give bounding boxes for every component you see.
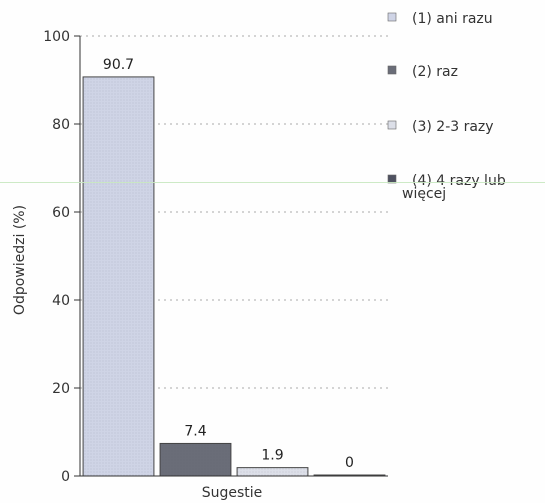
scan-artifact-line — [0, 182, 545, 183]
x-axis-title: Sugestie — [202, 485, 263, 501]
y-tick-label-40: 40 — [52, 293, 70, 309]
legend-swatch-3 — [387, 120, 397, 130]
legend-swatch-2 — [387, 65, 397, 75]
data-label-4: 0 — [345, 455, 354, 471]
legend: (1) ani razu (2) raz (3) 2-3 razy (4) 4 raz… — [387, 11, 506, 202]
data-label-1: 90.7 — [103, 57, 134, 73]
bars — [82, 76, 386, 477]
y-tick-label-80: 80 — [52, 117, 70, 133]
legend-label-2: (2) raz — [412, 64, 458, 80]
legend-label-3: (3) 2-3 razy — [412, 119, 494, 135]
y-tick-label-0: 0 — [61, 469, 70, 485]
bar-texture-2 — [160, 443, 231, 476]
y-axis-title: Odpowiedzi (%) — [12, 205, 28, 315]
axes — [79, 36, 388, 477]
y-ticks: 0 20 40 60 80 100 — [43, 29, 80, 485]
data-labels: 90.7 7.4 1.9 0 — [103, 57, 354, 471]
legend-label-4: (4) 4 razy lub więcej — [402, 173, 506, 202]
data-label-3: 1.9 — [261, 448, 283, 464]
y-tick-label-60: 60 — [52, 205, 70, 221]
y-tick-label-20: 20 — [52, 381, 70, 397]
bar-texture-3 — [237, 467, 308, 476]
legend-swatch-4 — [387, 174, 397, 184]
y-tick-label-100: 100 — [43, 29, 70, 45]
legend-swatch-1 — [387, 12, 397, 22]
legend-label-1: (1) ani razu — [412, 11, 493, 27]
bar-texture-1 — [83, 76, 154, 477]
data-label-2: 7.4 — [184, 423, 206, 439]
